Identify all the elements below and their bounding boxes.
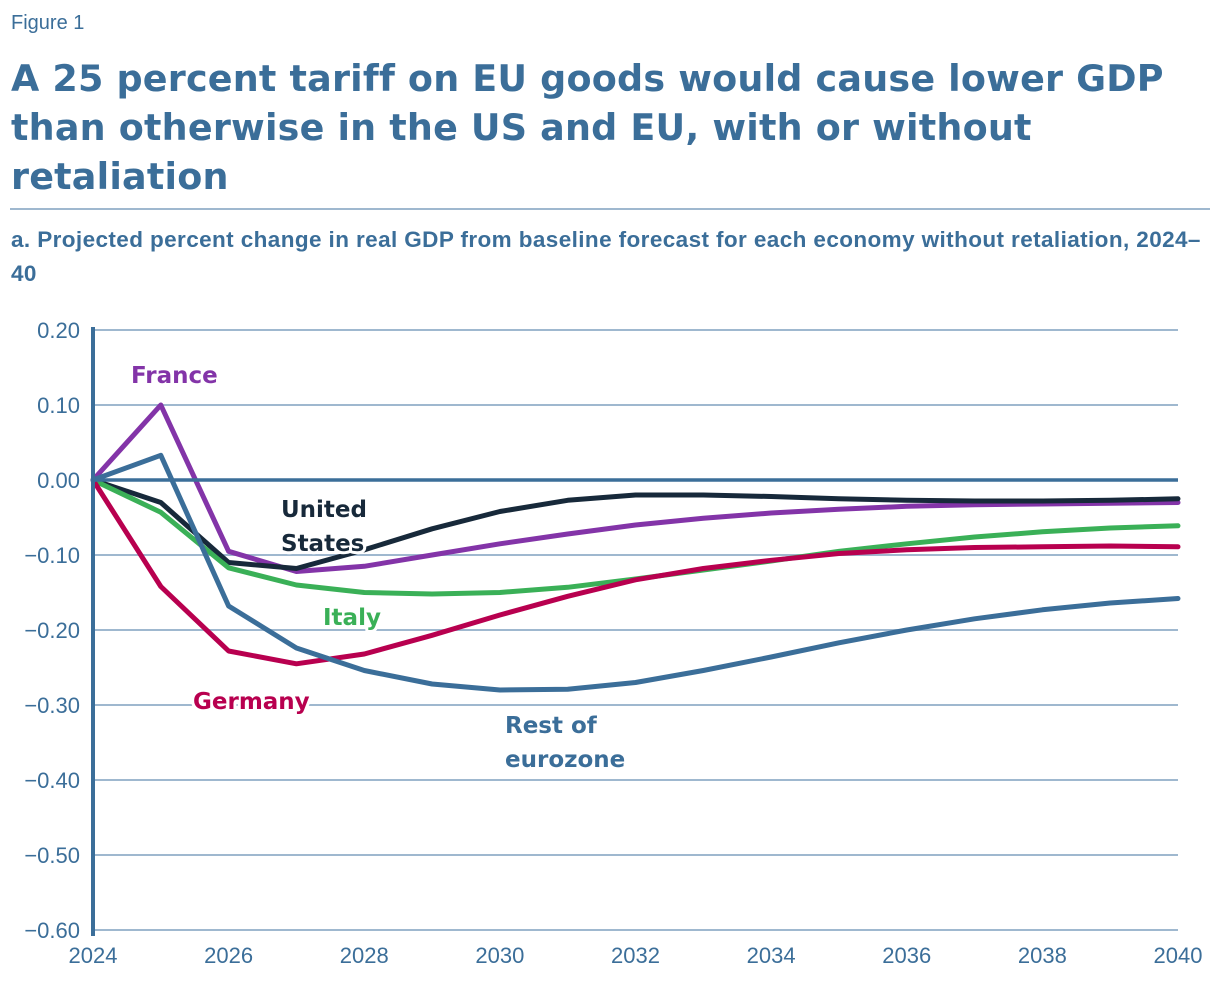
series-line-germany <box>90 477 1181 667</box>
series-label-halo: Rest of <box>505 713 598 739</box>
y-tick-label: 0.10 <box>37 393 80 418</box>
y-tick-label: 0.20 <box>37 318 80 343</box>
y-tick-label: −0.60 <box>24 918 80 943</box>
series-label-france: France <box>131 363 218 389</box>
x-tick-label: 2024 <box>69 943 118 968</box>
series-label-halo: United <box>281 497 367 523</box>
title-divider <box>10 208 1210 210</box>
x-tick-label: 2028 <box>340 943 389 968</box>
y-tick-label: −0.20 <box>24 618 80 643</box>
series-labels: FranceFranceUnitedUnitedStatesStatesItal… <box>128 360 628 776</box>
series-label-italy: Italy <box>323 605 381 631</box>
x-tick-label: 2034 <box>747 943 796 968</box>
series-label-halo: eurozone <box>505 747 625 773</box>
y-tick-label: −0.40 <box>24 768 80 793</box>
series-line-rest-of-eurozone <box>90 452 1181 693</box>
x-axis-ticks: 2024 2026 2028 2030 2032 2034 2036 2038 2040 <box>69 943 1203 968</box>
x-tick-label: 2026 <box>204 943 253 968</box>
figure-label: Figure 1 <box>11 12 85 34</box>
axes <box>91 327 1178 936</box>
x-tick-label: 2036 <box>882 943 931 968</box>
y-tick-label: −0.50 <box>24 843 80 868</box>
x-tick-label: 2038 <box>1018 943 1067 968</box>
series-lines <box>90 402 1181 693</box>
series-label-rest-of-eurozone: Rest of <box>505 713 598 739</box>
x-tick-label: 2032 <box>611 943 660 968</box>
y-tick-label: 0.00 <box>37 468 80 493</box>
chart-title: A 25 percent tariff on EU goods would ca… <box>11 57 1164 198</box>
series-line-united-states <box>90 477 1181 571</box>
x-tick-label: 2030 <box>475 943 524 968</box>
series-label-halo: Germany <box>193 689 310 715</box>
series-label-halo: States <box>281 531 364 557</box>
y-tick-label: −0.30 <box>24 693 80 718</box>
x-tick-label: 2040 <box>1154 943 1203 968</box>
y-tick-label: −0.10 <box>24 543 80 568</box>
series-label-halo: Italy <box>323 605 381 631</box>
series-label-united-states: United <box>281 497 367 523</box>
series-label-halo: France <box>131 363 218 389</box>
y-axis-ticks: 0.20 0.10 0.00 −0.10 −0.20 −0.30 −0.40 −0.50 −0.… <box>24 318 80 943</box>
series-label-germany: Germany <box>193 689 310 715</box>
chart-subtitle: a. Projected percent change in real GDP … <box>11 227 1201 286</box>
gridlines <box>93 329 1178 931</box>
series-label-united-states: States <box>281 531 364 557</box>
series-label-rest-of-eurozone: eurozone <box>505 747 625 773</box>
